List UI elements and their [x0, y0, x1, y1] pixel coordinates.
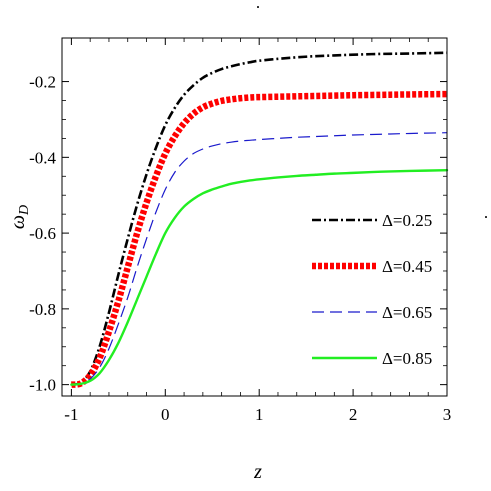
series-line-4	[70, 169, 449, 386]
x-tick-label: -1	[64, 405, 78, 424]
y-tick-label: -0.6	[29, 224, 56, 243]
x-tick-label: 2	[349, 405, 358, 424]
series-line-3	[71, 132, 448, 386]
y-tick-label: -0.8	[29, 300, 56, 319]
series-layer	[70, 51, 449, 388]
y-axis-label-main: ω	[7, 215, 29, 229]
x-tick-label: 3	[443, 405, 452, 424]
y-tick-label: -0.4	[29, 148, 56, 167]
legend-label-1: Δ=0.25	[382, 211, 432, 230]
legend-label-2: Δ=0.45	[382, 257, 432, 276]
ticks-layer: -1 0 1 2 3 -1.0 -0.8 -0.6 -0.4 -0.2	[29, 38, 451, 424]
legend-layer: Δ=0.25 Δ=0.45 Δ=0.65 Δ=0.85	[312, 211, 432, 368]
y-axis-label-sub: D	[17, 205, 32, 216]
legend-label-4: Δ=0.85	[382, 349, 432, 368]
series-line-2	[71, 90, 448, 388]
x-tick-label: 1	[255, 405, 264, 424]
plot-frame	[61, 37, 448, 397]
y-tick-label: -1.0	[29, 376, 56, 395]
y-tick-label: -0.2	[29, 73, 56, 92]
legend-label-3: Δ=0.65	[382, 303, 432, 322]
series-line-1	[71, 51, 448, 386]
x-tick-label: 0	[161, 405, 170, 424]
stray-mark-top: .	[256, 0, 260, 12]
stray-mark-right: .	[484, 203, 488, 222]
x-axis-label: z	[253, 461, 262, 483]
y-axis-label: ωD	[7, 205, 32, 229]
